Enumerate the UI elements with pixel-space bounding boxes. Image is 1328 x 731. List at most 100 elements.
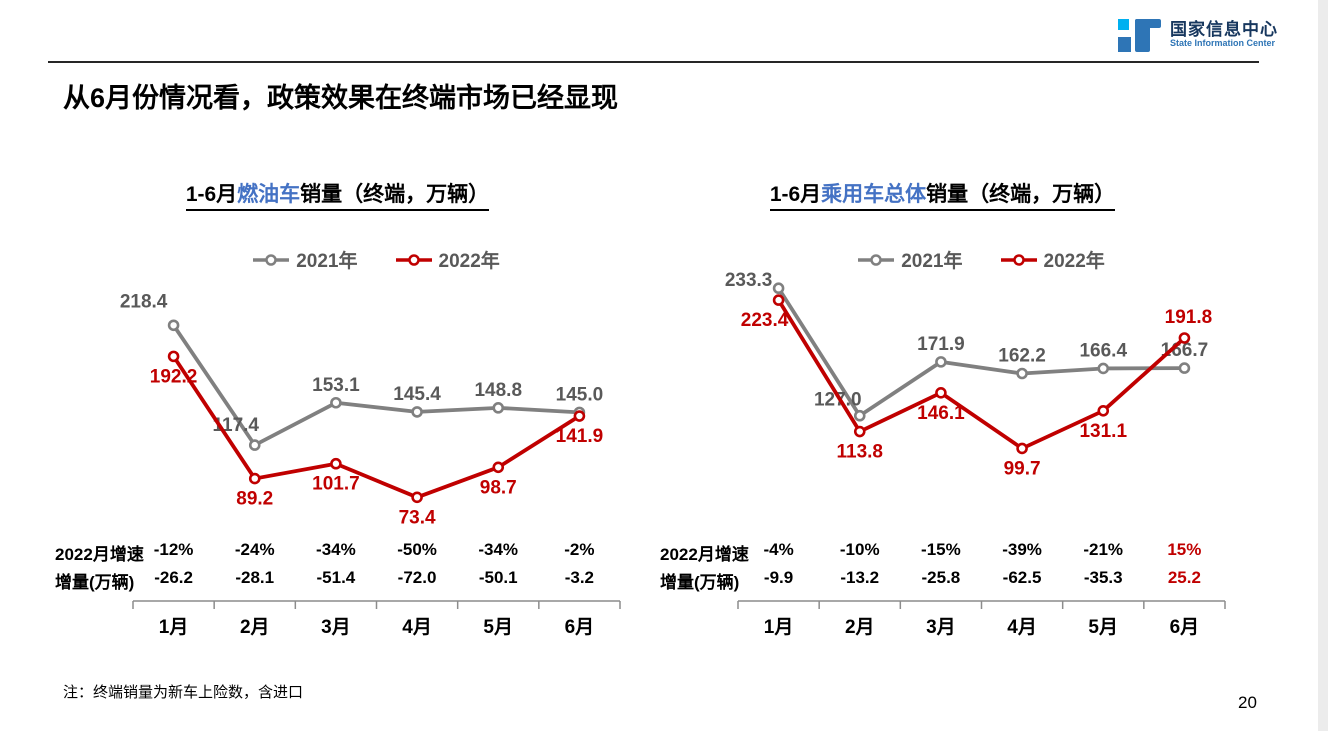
row-value: -50.1 [478,568,518,587]
month-label: 5月 [1088,617,1118,638]
legend-marker-icon [858,253,895,266]
data-label: 153.1 [312,375,360,396]
data-label: 171.9 [917,334,965,355]
row-label: 增量(万辆) [55,573,135,592]
data-point [492,461,505,474]
row-label: 2022月增速 [660,545,749,564]
logo-name-zh: 国家信息中心 [1170,20,1278,40]
month-label: 4月 [1007,617,1037,638]
legend-item-2021年: 2021年 [253,246,358,273]
chart-passenger-vehicle-total: 1-6月乘用车总体销量（终端，万辆） 2021年 2022年 233.3 127.0 17… [660,170,1226,655]
row-value: -50% [397,540,437,559]
series-line-2021年 [776,286,1187,418]
data-label: 191.8 [1165,307,1213,328]
row-value: -62.5 [1002,568,1042,587]
row-value: -2% [564,540,595,559]
page-number: 20 [1238,693,1257,712]
row-value: -10% [839,540,880,559]
row-value: 25.2 [1167,568,1201,587]
data-point [167,319,180,332]
month-axis-labels: 1月 2月 3月 4月 5月 6月 [738,612,1225,639]
chart-fuel-vehicle: 1-6月燃油车销量（终端，万辆） 2021年 2022年 218.4 117.4 153.… [55,170,621,655]
data-label: 146.1 [917,403,965,424]
row-value: -39% [1002,540,1042,559]
legend-item-2022年: 2022年 [395,246,500,273]
row-label: 增量(万辆) [660,573,740,592]
data-label: 131.1 [1079,421,1127,442]
series-line-2022年 [171,354,582,500]
row-label: 2022月增速 [55,545,144,564]
vertical-scrollbar[interactable] [1318,0,1328,731]
data-point [248,472,261,485]
legend-item-2022年: 2022年 [1000,246,1105,273]
month-label: 1月 [763,617,794,638]
slide-title: 从6月份情况看，政策效果在终端市场已经显现 [63,83,619,113]
chart-canvas: 233.3 127.0 171.9 162.2 166.4 166.7 223.4 113.8… [725,270,1226,609]
data-point [492,402,505,414]
data-table-row: 增量(万辆) -9.9 -13.2 -25.8 -62.5 -35.3 25.2 [660,568,1225,593]
data-label: 73.4 [399,507,436,528]
row-value: -12% [153,540,194,559]
data-point [167,350,180,363]
legend-marker-icon [253,253,290,266]
chart-title-prefix: 1-6月 [185,183,238,206]
row-value: -3.2 [564,568,594,587]
row-value: -24% [234,540,275,559]
row-value: 15% [1167,540,1202,559]
data-point [248,439,261,451]
data-table-row: 增量(万辆) -26.2 -28.1 -51.4 -72.0 -50.1 -3.2 [55,568,620,593]
row-value: -51.4 [316,568,356,587]
legend-marker-icon [1000,253,1037,266]
data-label: 141.9 [556,426,604,447]
data-point [1178,332,1191,344]
month-label: 5月 [483,617,513,638]
logo-icon [1118,16,1162,54]
data-label: 145.0 [556,384,604,405]
data-point [330,396,342,409]
org-logo: 国家信息中心 State Information Center [1118,16,1278,54]
data-label: 127.0 [814,390,862,411]
row-value: -26.2 [154,568,193,587]
data-point [772,294,785,306]
month-label: 6月 [1169,617,1200,638]
data-label: 145.4 [393,384,441,405]
logo-name-en: State Information Center [1170,38,1276,49]
chart-title: 1-6月燃油车销量（终端，万辆） [55,178,620,211]
data-point [1178,362,1191,374]
row-value: -25.8 [921,568,961,587]
month-axis-labels: 1月 2月 3月 4月 5月 6月 [133,612,620,639]
chart-title-suffix: 销量（终端，万辆） [300,183,490,206]
month-label: 6月 [564,617,595,638]
data-point [1097,404,1110,417]
chart-title-suffix: 销量（终端，万辆） [926,183,1116,206]
data-label: 223.4 [741,310,789,331]
month-label: 4月 [402,617,432,638]
data-point [935,387,947,399]
row-value: -9.9 [763,568,794,587]
row-value: -28.1 [235,568,275,587]
row-value: -35.3 [1083,568,1123,587]
data-point [330,457,342,470]
data-point [853,409,866,422]
legend-label: 2022年 [438,251,500,272]
footnote: 注：终端销量为新车上险数，含进口 [63,684,304,701]
data-point [935,356,947,368]
data-label: 113.8 [837,442,884,463]
data-label: 99.7 [1004,458,1041,479]
data-point [1016,367,1028,380]
series-line-2022年 [776,298,1187,451]
data-point [573,410,586,422]
row-value: -72.0 [397,568,437,587]
row-value: -34% [478,540,519,559]
chart-legend: 2021年 2022年 [133,246,620,273]
row-value: -15% [921,540,961,559]
legend-item-2021年: 2021年 [858,246,963,273]
row-value: -21% [1083,540,1124,559]
legend-label: 2021年 [901,251,963,272]
data-table-row: 2022月增速 -12% -24% -34% -50% -34% -2% [55,540,620,565]
header-divider [48,61,1259,63]
data-table-row: 2022月增速 -4% -10% -15% -39% -21% 15% [660,540,1225,565]
chart-title-prefix: 1-6月 [769,183,822,206]
chart-title-highlight: 燃油车 [237,183,301,206]
